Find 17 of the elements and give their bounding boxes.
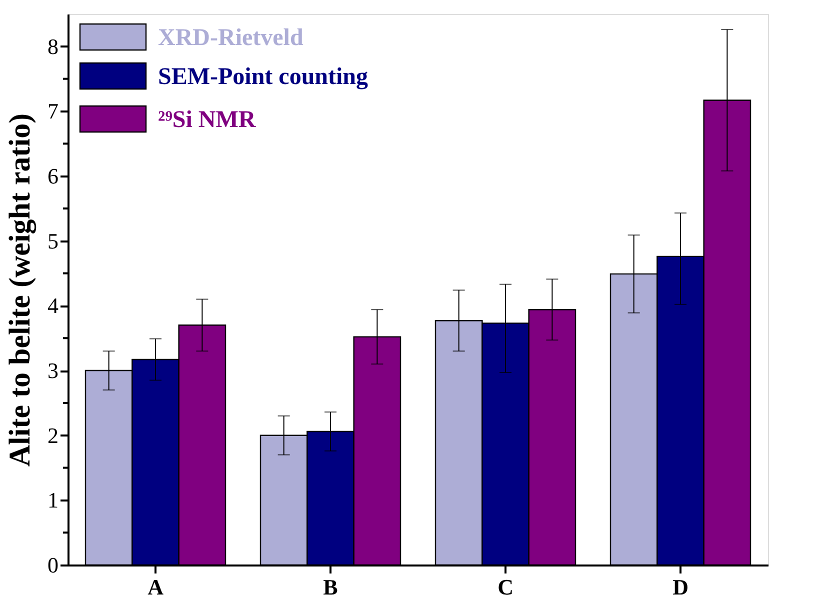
y-tick-label: 6 [48,164,58,189]
y-tick-label: 1 [48,488,58,513]
y-tick-label: 5 [48,228,58,254]
legend-label: ²⁹Si NMR [158,107,256,133]
legend-label: SEM-Point counting [158,64,368,90]
legend-label: XRD-Rietveld [158,25,304,51]
x-tick-label: C [498,574,514,600]
y-tick-label: 7 [48,98,58,124]
y-tick-label: 3 [48,358,58,384]
y-tick-label: 2 [48,422,58,448]
x-tick-label: D [672,574,688,600]
x-tick-label: B [323,574,338,600]
x-tick-label: A [148,574,164,600]
y-tick-label: 8 [48,34,58,59]
y-axis-title: Alite to belite (weight ratio) [4,113,36,467]
y-tick-label: 0 [48,552,58,578]
y-tick-label: 4 [48,293,58,318]
